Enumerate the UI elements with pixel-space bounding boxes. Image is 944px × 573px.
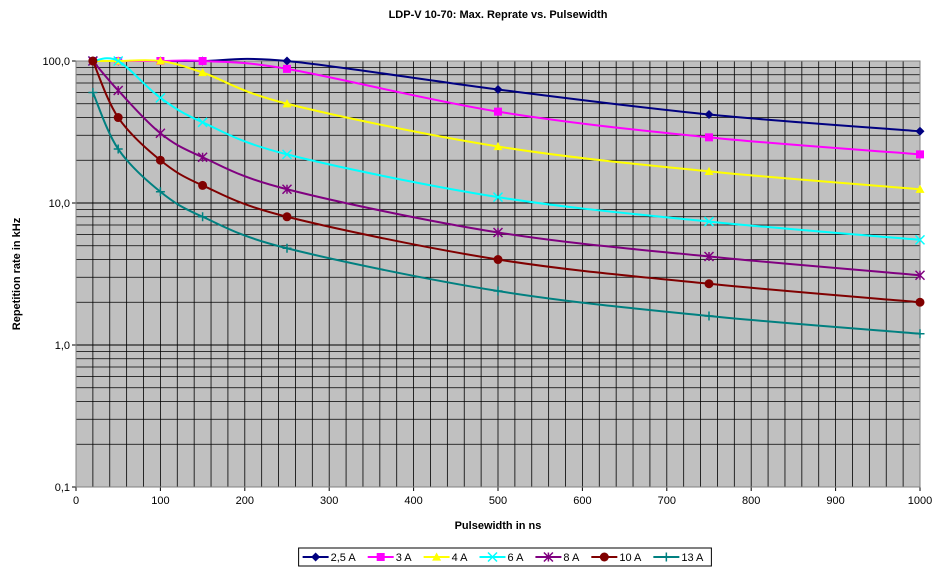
marker: [88, 56, 98, 66]
marker: [155, 155, 165, 165]
x-tick-label: 300: [320, 495, 338, 507]
marker: [311, 552, 321, 562]
chart-title: LDP-V 10-70: Max. Reprate vs. Pulsewidth: [389, 9, 608, 21]
marker: [915, 329, 925, 339]
x-tick-label: 100: [151, 495, 169, 507]
marker: [197, 152, 208, 163]
legend-label: 10 A: [619, 552, 642, 564]
series-line: [91, 60, 921, 304]
marker: [915, 184, 925, 193]
marker: [487, 551, 498, 563]
x-tick-label: 500: [489, 495, 507, 507]
marker: [197, 117, 208, 128]
marker: [704, 311, 714, 321]
marker: [704, 166, 714, 175]
marker: [198, 212, 208, 222]
legend-label: 13 A: [681, 552, 704, 564]
marker: [113, 85, 124, 96]
y-axis-label: Repetition rate in kHz: [11, 217, 23, 330]
marker: [704, 109, 714, 119]
marker: [915, 297, 925, 307]
legend-label: 4 A: [452, 552, 469, 564]
marker: [155, 56, 165, 65]
marker: [113, 55, 124, 67]
legend-item: 4 A: [423, 552, 469, 564]
x-tick-label: 1000: [908, 495, 932, 507]
y-tick-label: 1,0: [55, 340, 70, 352]
marker: [198, 67, 208, 77]
x-tick-label: 0: [73, 495, 79, 507]
marker: [916, 150, 924, 159]
marker: [155, 92, 166, 103]
marker: [492, 227, 504, 238]
marker: [282, 56, 292, 66]
series-line: [92, 57, 921, 241]
legend-label: 6 A: [508, 552, 525, 564]
marker: [198, 57, 207, 65]
series-line: [92, 59, 921, 191]
marker: [282, 212, 292, 222]
marker: [493, 141, 503, 151]
marker: [282, 99, 292, 108]
marker: [703, 216, 715, 227]
marker: [155, 128, 166, 139]
x-tick-label: 700: [658, 495, 676, 507]
marker: [282, 243, 292, 253]
legend-item: 3 A: [367, 552, 413, 564]
marker: [661, 552, 671, 562]
legend-label: 2,5 A: [331, 552, 357, 564]
marker: [599, 552, 609, 562]
marker: [281, 149, 293, 160]
y-tick-label: 0,1: [55, 482, 70, 494]
legend-label: 3 A: [396, 552, 413, 564]
legend-item: 2,5 A: [302, 552, 357, 564]
legend-item: 10 A: [591, 552, 642, 564]
marker: [432, 552, 442, 561]
marker: [914, 270, 926, 281]
legend-label: 8 A: [563, 552, 580, 564]
marker: [281, 184, 293, 195]
legend-item: 8 A: [535, 551, 580, 564]
marker: [198, 180, 208, 190]
legend: 2,5 A 3 A 4 A 6 A 8 A 10 A 13 A: [298, 547, 712, 567]
x-tick-label: 600: [573, 495, 591, 507]
marker: [915, 126, 925, 136]
legend-item: 6 A: [479, 551, 525, 564]
y-tick-label: 10,0: [49, 198, 70, 210]
marker: [493, 84, 503, 94]
marker: [543, 551, 554, 563]
marker: [493, 255, 503, 265]
marker: [113, 144, 123, 154]
marker: [492, 192, 504, 203]
x-tick-label: 900: [826, 495, 844, 507]
marker: [376, 553, 385, 561]
x-tick-label: 200: [236, 495, 254, 507]
legend-item: 13 A: [653, 552, 704, 564]
marker: [113, 113, 123, 123]
marker: [704, 279, 714, 289]
marker: [283, 64, 291, 73]
marker: [494, 107, 502, 116]
marker: [705, 133, 713, 142]
marker: [155, 187, 165, 197]
marker: [493, 286, 503, 296]
series-line: [91, 92, 921, 335]
y-tick-label: 100,0: [42, 56, 70, 68]
x-tick-label: 400: [404, 495, 422, 507]
series-line: [92, 60, 921, 277]
marker: [703, 251, 715, 262]
marker: [88, 88, 98, 98]
x-tick-label: 800: [742, 495, 760, 507]
marker: [914, 234, 926, 245]
x-axis-label: Pulsewidth in ns: [455, 520, 542, 532]
